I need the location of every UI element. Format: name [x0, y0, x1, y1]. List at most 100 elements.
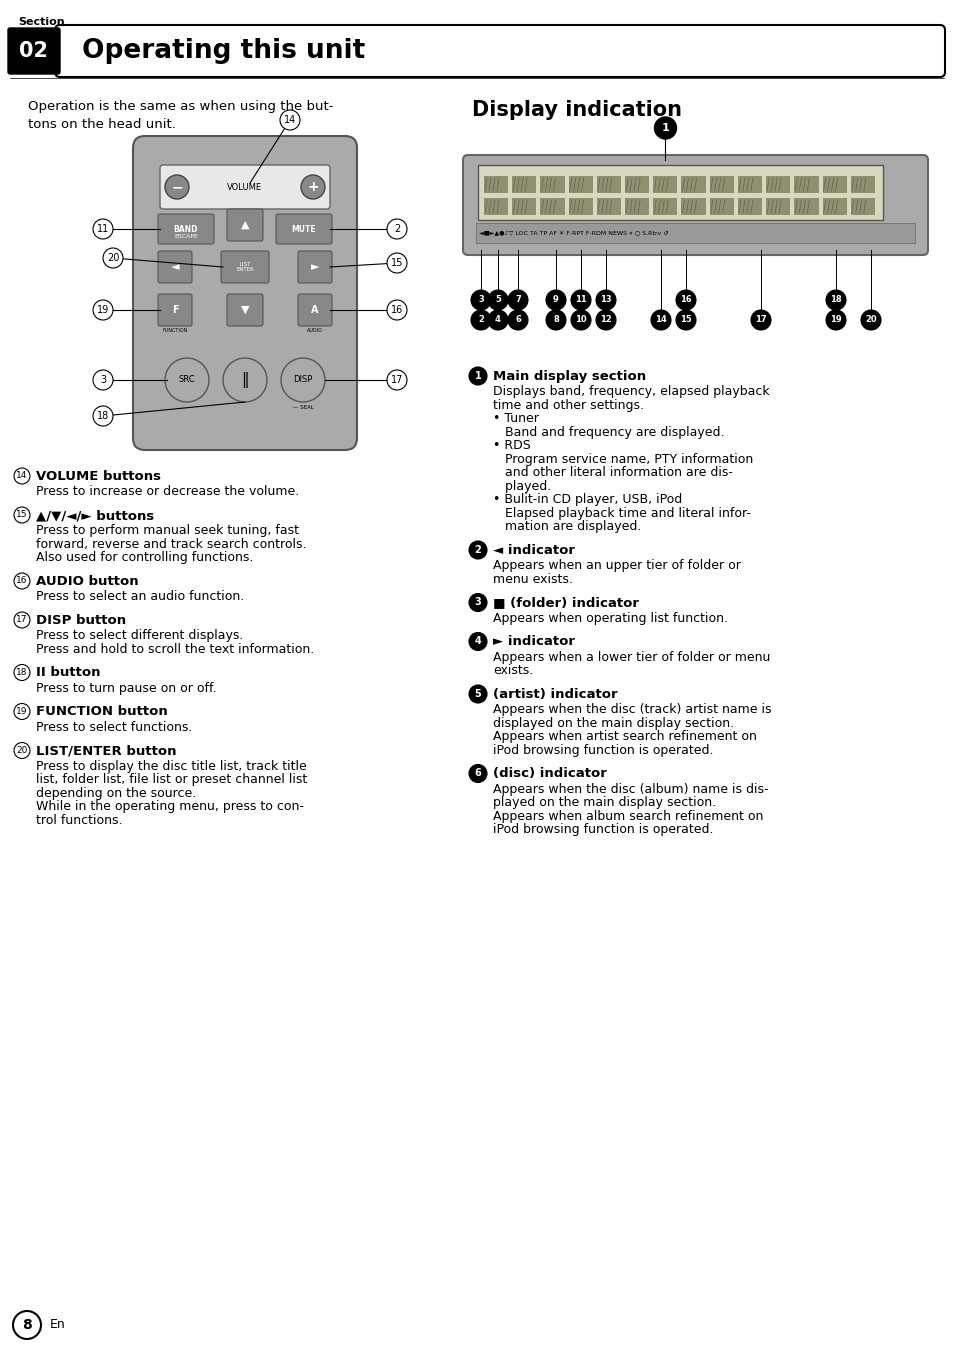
Circle shape — [92, 219, 112, 239]
FancyBboxPatch shape — [8, 28, 60, 74]
Bar — [477, 165, 882, 220]
Bar — [539, 176, 564, 193]
Text: Appears when album search refinement on: Appears when album search refinement on — [493, 810, 762, 823]
Circle shape — [14, 742, 30, 758]
Text: Band and frequency are displayed.: Band and frequency are displayed. — [493, 426, 723, 439]
Bar — [821, 176, 846, 193]
Text: II button: II button — [36, 667, 100, 680]
Bar — [624, 176, 649, 193]
Text: 16: 16 — [391, 306, 403, 315]
Text: played on the main display section.: played on the main display section. — [493, 796, 716, 810]
Text: ◄■►▲●♪▽ LOC TA TP AF ✕ F-RPT F-RDM NEWS ⋄ ○ S.Rtrv ↺: ◄■►▲●♪▽ LOC TA TP AF ✕ F-RPT F-RDM NEWS … — [478, 230, 668, 235]
Bar — [738, 197, 761, 215]
Circle shape — [280, 110, 299, 130]
Text: FUNCTION: FUNCTION — [162, 329, 188, 334]
Text: +: + — [307, 180, 318, 193]
FancyBboxPatch shape — [297, 293, 332, 326]
Circle shape — [14, 612, 30, 627]
Text: ■ (folder) indicator: ■ (folder) indicator — [493, 596, 639, 610]
Circle shape — [571, 310, 590, 330]
Text: Appears when artist search refinement on: Appears when artist search refinement on — [493, 730, 756, 744]
Text: 6: 6 — [475, 768, 481, 779]
Text: 16: 16 — [679, 296, 691, 304]
Circle shape — [14, 703, 30, 719]
Circle shape — [469, 633, 486, 650]
Text: (disc) indicator: (disc) indicator — [493, 768, 606, 780]
Text: • RDS: • RDS — [493, 439, 530, 453]
Circle shape — [650, 310, 670, 330]
Circle shape — [571, 289, 590, 310]
Circle shape — [281, 358, 325, 402]
Bar — [512, 176, 536, 193]
Text: 16: 16 — [16, 576, 28, 585]
Text: forward, reverse and track search controls.: forward, reverse and track search contro… — [36, 538, 306, 552]
Circle shape — [676, 289, 696, 310]
Text: 19: 19 — [97, 306, 109, 315]
Bar — [709, 197, 733, 215]
Circle shape — [14, 573, 30, 589]
Circle shape — [861, 310, 880, 330]
Text: ►: ► — [311, 262, 319, 272]
Text: Program service name, PTY information: Program service name, PTY information — [493, 453, 753, 466]
Text: 15: 15 — [391, 258, 403, 268]
Text: 14: 14 — [655, 315, 666, 324]
Text: −: − — [171, 180, 183, 193]
Text: Press to perform manual seek tuning, fast: Press to perform manual seek tuning, fas… — [36, 525, 298, 538]
Text: Operating this unit: Operating this unit — [82, 38, 365, 64]
Text: and other literal information are dis-: and other literal information are dis- — [493, 466, 732, 480]
Text: ◄: ◄ — [171, 262, 179, 272]
Text: 11: 11 — [575, 296, 586, 304]
Text: mation are displayed.: mation are displayed. — [493, 521, 640, 534]
Text: 2: 2 — [477, 315, 483, 324]
Text: 17: 17 — [755, 315, 766, 324]
Text: ‖: ‖ — [241, 372, 249, 388]
Text: ▼: ▼ — [240, 306, 249, 315]
Circle shape — [654, 118, 676, 139]
Bar — [765, 197, 789, 215]
Text: ▲/▼/◄/► buttons: ▲/▼/◄/► buttons — [36, 508, 154, 522]
Text: Also used for controlling functions.: Also used for controlling functions. — [36, 552, 253, 565]
Text: 5: 5 — [495, 296, 500, 304]
Bar — [850, 197, 874, 215]
Text: 10: 10 — [575, 315, 586, 324]
Text: Press to display the disc title list, track title: Press to display the disc title list, tr… — [36, 760, 307, 773]
Circle shape — [14, 507, 30, 523]
Bar — [709, 176, 733, 193]
Circle shape — [471, 310, 491, 330]
Bar — [821, 197, 846, 215]
Text: 15: 15 — [679, 315, 691, 324]
Text: 8: 8 — [553, 315, 558, 324]
Text: AUDIO: AUDIO — [307, 329, 323, 334]
Text: Press to increase or decrease the volume.: Press to increase or decrease the volume… — [36, 485, 299, 499]
FancyBboxPatch shape — [158, 251, 192, 283]
Text: 11: 11 — [97, 224, 109, 234]
Circle shape — [165, 358, 209, 402]
Circle shape — [545, 289, 565, 310]
Text: En: En — [50, 1318, 66, 1332]
Text: 5: 5 — [475, 690, 481, 699]
Circle shape — [825, 289, 845, 310]
Text: 9: 9 — [553, 296, 558, 304]
Text: 14: 14 — [284, 115, 295, 124]
Bar — [738, 176, 761, 193]
FancyBboxPatch shape — [55, 24, 944, 77]
Text: Press to turn pause on or off.: Press to turn pause on or off. — [36, 681, 216, 695]
Text: Elapsed playback time and literal infor-: Elapsed playback time and literal infor- — [493, 507, 750, 521]
Circle shape — [92, 406, 112, 426]
Text: 17: 17 — [16, 615, 28, 625]
Bar — [653, 176, 677, 193]
Circle shape — [92, 370, 112, 389]
Circle shape — [676, 310, 696, 330]
Circle shape — [750, 310, 770, 330]
Circle shape — [469, 764, 486, 783]
Text: (artist) indicator: (artist) indicator — [493, 688, 617, 700]
Text: 3: 3 — [477, 296, 483, 304]
Text: Press and hold to scroll the text information.: Press and hold to scroll the text inform… — [36, 644, 314, 656]
Text: MUTE: MUTE — [292, 224, 316, 234]
Text: 14: 14 — [16, 472, 28, 480]
Circle shape — [488, 289, 507, 310]
Text: AUDIO button: AUDIO button — [36, 575, 138, 588]
Text: played.: played. — [493, 480, 551, 493]
Text: displayed on the main display section.: displayed on the main display section. — [493, 717, 734, 730]
Text: 3: 3 — [475, 598, 481, 607]
